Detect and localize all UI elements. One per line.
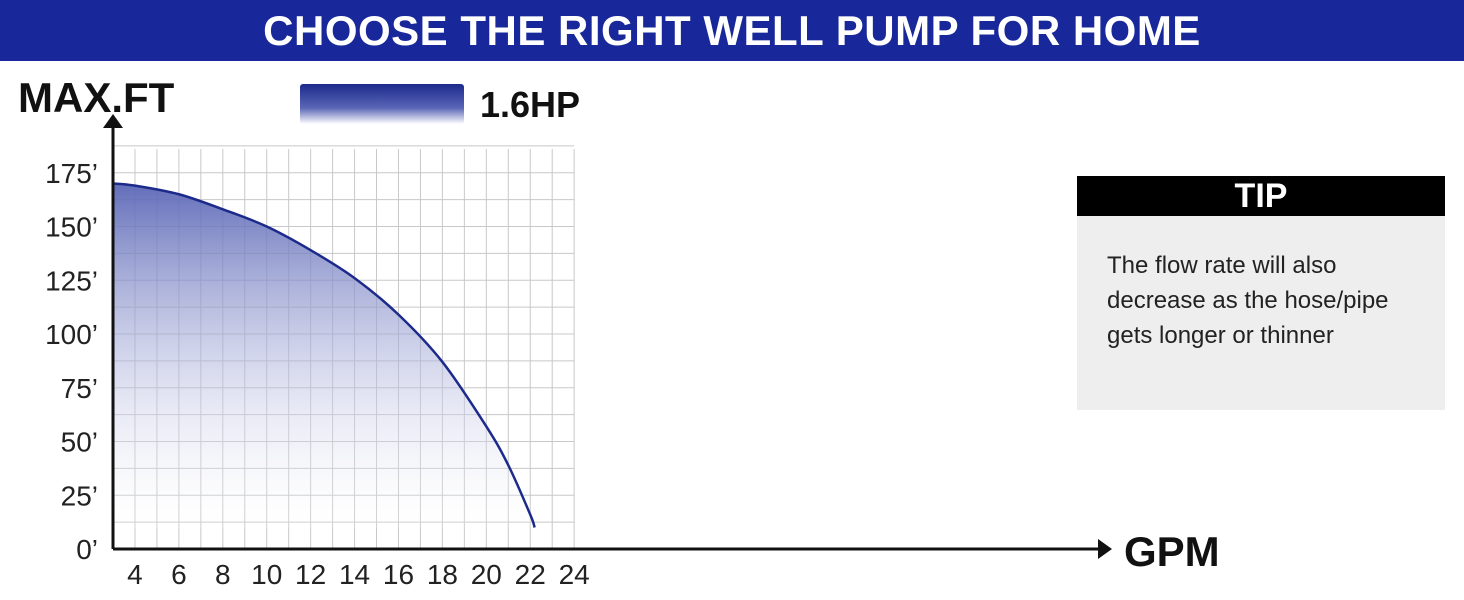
x-axis-arrow [1098, 539, 1112, 559]
y-tick-label: 75’ [61, 373, 98, 404]
x-tick-label: 12 [295, 559, 326, 590]
tick-labels: 0’ 25’ 50’ 75’ 100’ 125’ 150’ 175’ 4 6 8 10 12 14 16 18… [45, 158, 590, 590]
area-layer [112, 182, 536, 528]
title-banner: CHOOSE THE RIGHT WELL PUMP FOR HOME [0, 0, 1464, 61]
x-tick-label: 8 [215, 559, 231, 590]
x-tick-label: 24 [559, 559, 590, 590]
axes [103, 114, 1112, 559]
legend-swatch [300, 84, 464, 124]
y-tick-label: 100’ [45, 319, 98, 350]
series-area-fill [113, 183, 535, 528]
series-line [112, 182, 536, 528]
y-tick-label: 125’ [45, 265, 98, 296]
x-tick-label: 4 [127, 559, 143, 590]
y-tick-label: 150’ [45, 212, 98, 243]
x-tick-label: 22 [515, 559, 546, 590]
tip-box: TIP The flow rate will also decrease as … [1077, 176, 1445, 410]
y-tick-label: 50’ [61, 427, 98, 458]
x-tick-label: 6 [171, 559, 187, 590]
tip-text: The flow rate will also decrease as the … [1107, 252, 1389, 349]
y-tick-label: 25’ [61, 480, 98, 511]
x-tick-label: 16 [383, 559, 414, 590]
tip-title: TIP [1077, 176, 1445, 216]
x-tick-label: 18 [427, 559, 458, 590]
y-tick-label: 175’ [45, 158, 98, 189]
x-tick-label: 14 [339, 559, 370, 590]
y-axis-arrow [103, 114, 123, 128]
x-axis-title: GPM [1124, 528, 1220, 575]
x-tick-label: 10 [251, 559, 282, 590]
legend-label: 1.6HP [480, 84, 580, 125]
y-axis-title: MAX.FT [18, 74, 175, 121]
x-tick-label: 20 [471, 559, 502, 590]
page-title: CHOOSE THE RIGHT WELL PUMP FOR HOME [263, 6, 1201, 54]
y-tick-label: 0’ [76, 534, 98, 565]
